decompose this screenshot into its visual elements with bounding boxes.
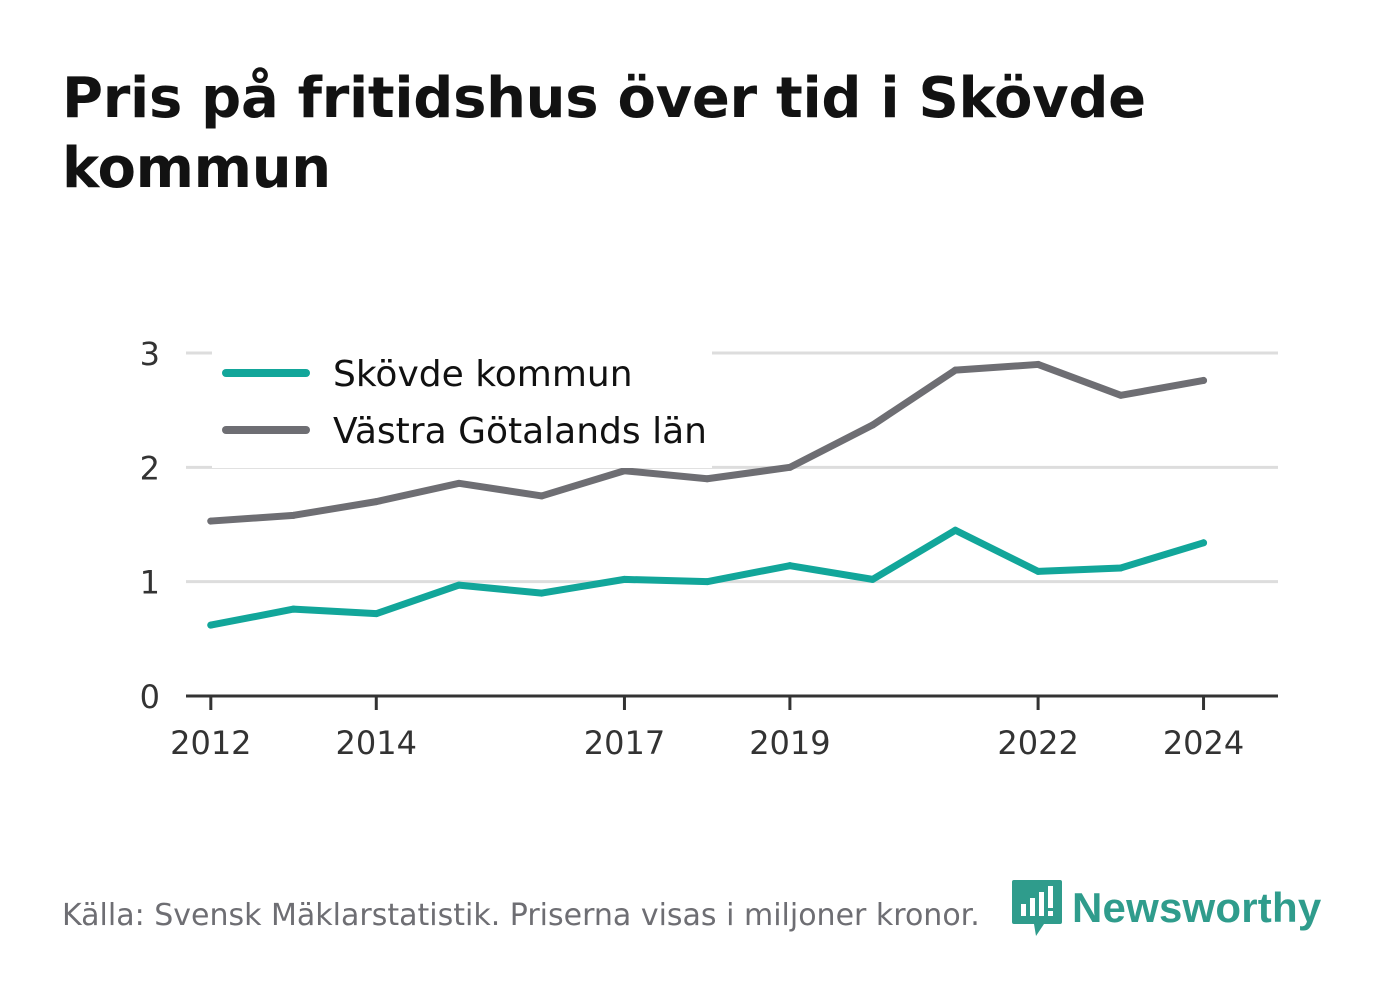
- newsworthy-logo[interactable]: Newsworthy: [1010, 878, 1321, 938]
- legend-label-0: Skövde kommun: [333, 354, 633, 395]
- x-tick-label: 2024: [1163, 724, 1244, 762]
- data-point: [1200, 539, 1208, 547]
- y-tick-label: 2: [140, 449, 160, 487]
- legend-background: [212, 348, 712, 468]
- data-point: [703, 475, 711, 483]
- y-tick-label: 1: [140, 564, 160, 602]
- data-point: [538, 589, 546, 597]
- x-tick-label: 2022: [997, 724, 1078, 762]
- data-point: [786, 562, 794, 570]
- series-lines: [207, 360, 1208, 629]
- data-point: [290, 605, 298, 613]
- legend: Skövde kommun Västra Götalands län: [212, 348, 712, 468]
- data-point: [786, 463, 794, 471]
- data-point: [951, 366, 959, 374]
- newsworthy-icon: [1012, 880, 1062, 936]
- data-point: [207, 621, 215, 629]
- data-point: [455, 581, 463, 589]
- data-point: [869, 575, 877, 583]
- y-tick-label: 3: [140, 335, 160, 373]
- data-point: [207, 517, 215, 525]
- data-point: [951, 526, 959, 534]
- data-point: [455, 479, 463, 487]
- x-tick-label: 2017: [584, 724, 665, 762]
- x-tick-label: 2014: [336, 724, 417, 762]
- data-point: [869, 421, 877, 429]
- data-point: [290, 511, 298, 519]
- data-point: [1034, 360, 1042, 368]
- x-tick-label: 2019: [749, 724, 830, 762]
- data-point: [1117, 391, 1125, 399]
- x-axis: 2012 2014 2017 2019 2022 2024: [170, 694, 1278, 762]
- data-point: [372, 610, 380, 618]
- data-point: [1034, 567, 1042, 575]
- data-point: [620, 467, 628, 475]
- y-axis-ticks: 0 1 2 3: [140, 335, 160, 716]
- source-note: Källa: Svensk Mäklarstatistik. Priserna …: [62, 898, 980, 933]
- x-tick-label: 2012: [170, 724, 251, 762]
- y-tick-label: 0: [140, 678, 160, 716]
- data-point: [1200, 376, 1208, 384]
- brand-name: Newsworthy: [1072, 884, 1322, 931]
- data-point: [538, 492, 546, 500]
- data-point: [372, 498, 380, 506]
- data-point: [1117, 564, 1125, 572]
- chart-title: Pris på fritidshus över tid i Skövde kom…: [62, 66, 1146, 201]
- series-line-0: [207, 526, 1208, 629]
- legend-label-1: Västra Götalands län: [333, 411, 707, 452]
- data-point: [620, 575, 628, 583]
- data-point: [703, 578, 711, 586]
